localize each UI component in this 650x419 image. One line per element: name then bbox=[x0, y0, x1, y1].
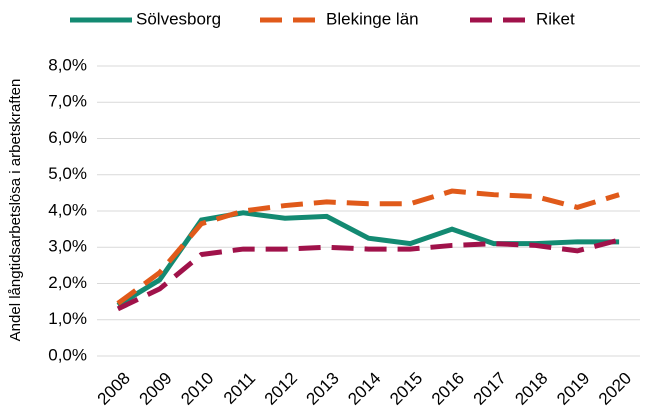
x-tick-label: 2014 bbox=[344, 369, 384, 409]
x-tick-label: 2008 bbox=[94, 369, 134, 409]
y-tick-label: 5,0% bbox=[48, 164, 87, 183]
y-axis-label: Andel långtidsarbetslösa i arbetskraften bbox=[7, 79, 24, 342]
y-tick-label: 1,0% bbox=[48, 309, 87, 328]
legend-label: Riket bbox=[536, 9, 575, 28]
x-tick-label: 2009 bbox=[135, 369, 175, 409]
y-tick-label: 0,0% bbox=[48, 345, 87, 364]
y-tick-label: 3,0% bbox=[48, 237, 87, 256]
x-tick-label: 2020 bbox=[595, 369, 635, 409]
series-line bbox=[116, 237, 620, 312]
x-tick-label: 2012 bbox=[261, 369, 301, 409]
x-tick-label: 2017 bbox=[470, 369, 510, 409]
series-line bbox=[116, 210, 620, 308]
x-tick-label: 2015 bbox=[386, 369, 426, 409]
y-tick-label: 2,0% bbox=[48, 273, 87, 292]
x-tick-label: 2010 bbox=[177, 369, 217, 409]
x-tick-label: 2019 bbox=[553, 369, 593, 409]
y-tick-label: 8,0% bbox=[48, 55, 87, 74]
legend-label: Blekinge län bbox=[326, 9, 419, 28]
legend-label: Sölvesborg bbox=[136, 9, 221, 28]
series-line bbox=[116, 188, 620, 306]
y-tick-label: 7,0% bbox=[48, 92, 87, 111]
x-tick-label: 2011 bbox=[220, 369, 259, 408]
x-tick-label: 2013 bbox=[303, 369, 343, 409]
x-tick-label: 2016 bbox=[428, 369, 468, 409]
x-tick-label: 2018 bbox=[511, 369, 551, 409]
y-tick-label: 4,0% bbox=[48, 200, 87, 219]
y-tick-label: 6,0% bbox=[48, 128, 87, 147]
